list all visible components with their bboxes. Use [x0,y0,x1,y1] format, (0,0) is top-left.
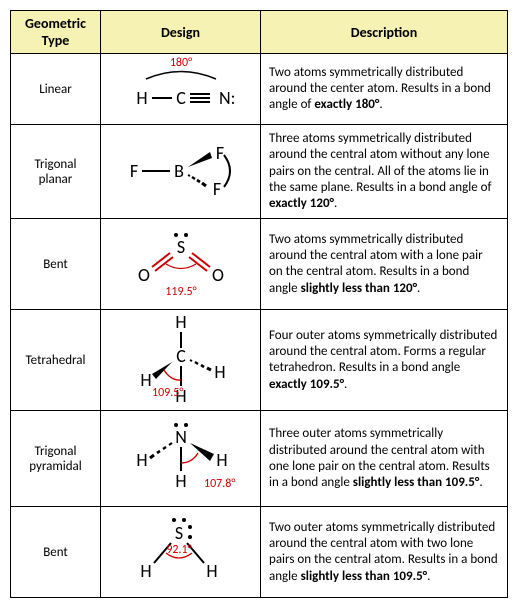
atom-n: N [175,426,187,448]
atom-s: S [174,522,182,544]
geom-type: Bent [11,219,101,310]
atom-h: H [136,87,147,109]
desc-bold: exactly 180° [314,97,379,112]
table-row: Bent S H H 92.1° Two outer atoms sym [11,507,508,598]
table-row: Linear 180° H C N: Two atoms symmetrical… [11,54,508,125]
angle-label: 109.5° [152,386,183,400]
atom-c: C [176,87,186,109]
desc-pre: Three atoms symmetrically distributed ar… [269,131,491,195]
table-row: Tetrahedral H C H H H [11,310,508,411]
desc-post: . [379,97,382,112]
desc-post: . [479,475,482,490]
atom-n: N: [219,87,235,109]
desc-post: . [417,281,420,296]
design-diagram-tetrahedral: H C H H H 109.5° [106,310,256,410]
atom-s: S [176,236,184,258]
design-cell: F B F F [101,125,261,219]
atom-o-left: O [138,264,150,286]
header-row: Geometric Type Design Description [11,11,508,54]
description-cell: Three outer atoms symmetrically distribu… [261,411,508,507]
angle-label: 119.5° [165,285,196,299]
col-header-type: Geometric Type [11,11,101,54]
atom-h-down: H [175,470,186,492]
atom-c: C [176,345,186,367]
geom-type: Trigonal planar [11,125,101,219]
table-row: Bent S O O 119.5° [11,219,508,310]
design-diagram-trigonal-pyramidal: N H H H 107.8° [106,411,256,506]
atom-h-up: H [175,311,186,333]
desc-bold: exactly 109.5° [269,377,344,392]
geometry-table: Geometric Type Design Description Linear… [10,10,508,598]
geom-type: Tetrahedral [11,310,101,411]
atom-b: B [174,160,184,182]
atom-h-right: H [206,560,217,582]
design-diagram-bent-so2: S O O 119.5° [106,219,256,309]
design-diagram-bent-h2s: S H H 92.1° [106,507,256,597]
atom-h-left: H [136,449,147,471]
design-cell: N H H H 107.8° [101,411,261,507]
description-cell: Two atoms symmetrically distributed arou… [261,219,508,310]
atom-f-up: F [215,142,223,164]
atom-h-right: H [214,361,225,383]
atom-f-down: F [212,178,220,200]
table-row: Trigonal planar F B F F [11,125,508,219]
angle-label: 180° [169,56,191,70]
design-cell: S O O 119.5° [101,219,261,310]
description-cell: Four outer atoms symmetrically distribut… [261,310,508,411]
atom-h-left: H [140,369,151,391]
atom-o-right: O [212,264,224,286]
design-diagram-linear: 180° H C N: [106,54,256,124]
desc-bold: slightly less than 109.5° [353,475,480,490]
angle-label: 92.1° [166,543,191,557]
atom-h-left: H [140,560,151,582]
col-header-description: Description [261,11,508,54]
design-cell: 180° H C N: [101,54,261,125]
col-header-design: Design [101,11,261,54]
angle-label: 107.8° [204,477,235,491]
geom-type: Trigonal pyramidal [11,411,101,507]
desc-post: . [427,569,430,584]
desc-pre: Four outer atoms symmetrically distribut… [269,328,497,376]
table-row: Trigonal pyramidal N H H [11,411,508,507]
desc-bold: slightly less than 120° [301,281,417,296]
design-cell: H C H H H 109.5° [101,310,261,411]
description-cell: Three atoms symmetrically distributed ar… [261,125,508,219]
desc-post: . [334,196,337,211]
atom-h-right: H [216,449,227,471]
design-diagram-trigonal-planar: F B F F [106,127,256,217]
description-cell: Two atoms symmetrically distributed arou… [261,54,508,125]
design-cell: S H H 92.1° [101,507,261,598]
geom-type: Linear [11,54,101,125]
description-cell: Two outer atoms symmetrically distribute… [261,507,508,598]
desc-bold: slightly less than 109.5° [301,569,428,584]
geom-type: Bent [11,507,101,598]
desc-bold: exactly 120° [269,196,334,211]
desc-post: . [344,377,347,392]
atom-f: F [129,160,137,182]
